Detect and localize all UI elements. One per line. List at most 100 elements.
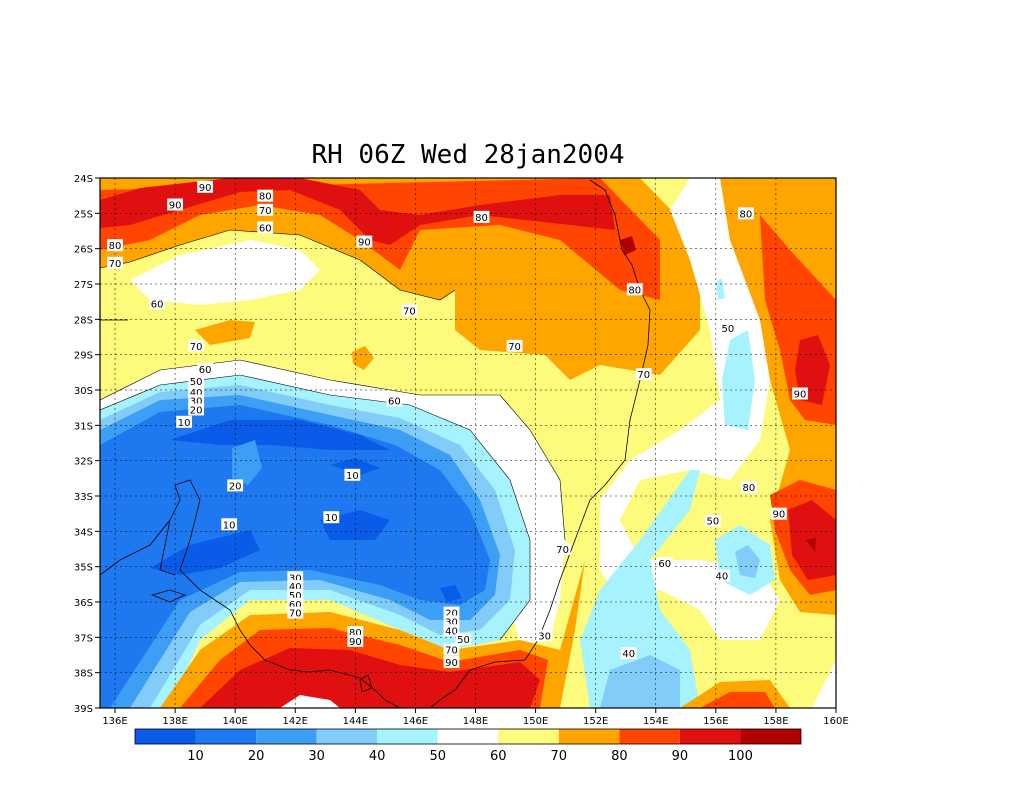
y-tick-label: 28S	[74, 315, 93, 326]
y-tick-label: 35S	[74, 563, 93, 574]
contour-label-bg	[257, 189, 274, 202]
colorbar-swatch	[619, 729, 680, 744]
contour-label-bg	[656, 557, 673, 570]
colorbar-swatch	[679, 729, 741, 744]
colorbar-label: 70	[551, 749, 568, 764]
contour-label-bg	[506, 339, 523, 352]
x-tick-label: 160E	[823, 716, 848, 727]
band-10-20-core	[100, 405, 490, 708]
contour-label-bg	[473, 210, 490, 223]
colorbar-swatch	[135, 729, 196, 744]
coastline-east-australia	[429, 179, 651, 708]
x-tick-label: 144E	[343, 716, 368, 727]
contour-label-bg	[635, 368, 652, 381]
y-tick-label: 37S	[74, 633, 93, 644]
contour-label-bg	[149, 297, 165, 310]
band-30-40-south	[600, 655, 680, 708]
contour-label-bg	[443, 643, 460, 656]
contour-label-bg	[455, 633, 472, 646]
colorbar: 10 20 30 40 50 60 70 80 90 100	[134, 728, 802, 764]
band-50-60-east	[600, 178, 780, 640]
contour-label: 70	[289, 609, 302, 620]
contour-label: 70	[508, 342, 521, 353]
contour-label: 90	[445, 658, 458, 669]
contour-label: 60	[259, 223, 272, 234]
rh-filled-contours	[100, 178, 836, 708]
contour-label-bg	[197, 180, 214, 193]
coastline-kangaroo-island	[150, 589, 187, 603]
contour-label-bg	[626, 283, 643, 296]
contour-label-bg	[443, 624, 460, 637]
x-tick-label: 146E	[403, 716, 428, 727]
contour-label: 60	[658, 559, 671, 570]
contour-label: 80	[743, 483, 756, 494]
colorbar-swatch	[195, 729, 257, 744]
y-tick-label: 26S	[74, 245, 93, 256]
y-tick-label: 31S	[74, 421, 93, 432]
contour-label: 40	[445, 626, 458, 637]
contour-label-bg	[536, 629, 553, 642]
contour-label: 80	[349, 628, 362, 639]
contour-label-bg	[620, 647, 637, 660]
contour-label: 50	[457, 635, 470, 646]
x-tick-label: 154E	[643, 716, 668, 727]
contour-label: 50	[706, 517, 719, 528]
contour-line-70	[100, 229, 456, 301]
contour-label: 10	[178, 418, 191, 429]
contour-label: 40	[190, 388, 203, 399]
latitude-axis: 24S 25S 26S 27S 28S 29S 30S 31S 32S 33S 34S 35S 36S 3…	[74, 174, 100, 715]
contour-label-bg	[167, 198, 184, 211]
contour-label-bg	[188, 403, 205, 416]
contour-label-bg	[740, 481, 757, 494]
y-tick-label: 36S	[74, 598, 93, 609]
contour-label: 30	[190, 397, 203, 408]
contour-label-bg	[554, 543, 571, 555]
band-50-60-nw	[130, 240, 320, 305]
y-tick-label: 33S	[74, 492, 93, 503]
x-tick-label: 142E	[283, 716, 308, 727]
contour-label: 40	[289, 582, 302, 593]
contour-label: 70	[109, 259, 122, 270]
contour-label: 80	[109, 241, 122, 252]
y-tick-label: 34S	[74, 527, 93, 538]
contour-label: 70	[403, 307, 416, 318]
contour-label-bg	[176, 415, 193, 428]
band-0-10-e	[278, 430, 312, 448]
contour-label: 60	[151, 299, 164, 310]
contour-label: 10	[346, 471, 359, 482]
coastline-tasmania-hint	[359, 674, 373, 693]
x-tick-label: 158E	[763, 716, 788, 727]
colorbar-label: 90	[672, 749, 689, 764]
colorbar-swatch	[256, 729, 317, 744]
contour-label-bg	[792, 387, 808, 400]
contour-label: 30	[445, 617, 458, 628]
contour-label-bg	[227, 479, 244, 492]
band-90-100-south	[200, 648, 540, 708]
band-90-100-east	[795, 335, 830, 405]
contour-label: 70	[259, 206, 272, 217]
contour-label-bg	[188, 375, 205, 388]
x-tick-label: 140E	[222, 716, 247, 727]
y-tick-label: 32S	[74, 457, 93, 468]
contour-label: 90	[199, 183, 212, 194]
band-50-60-south-patch	[280, 695, 340, 708]
y-tick-label: 38S	[74, 669, 93, 680]
x-tick-label: 150E	[523, 716, 548, 727]
contour-label: 50	[190, 377, 203, 388]
colorbar-swatch	[498, 729, 559, 744]
contour-label-bg	[221, 518, 238, 531]
contour-label-bg	[771, 507, 787, 520]
contour-label: 50	[289, 591, 302, 602]
contour-label: 80	[475, 213, 488, 224]
contour-label-bg	[401, 304, 418, 317]
band-40-50-east	[722, 330, 755, 430]
contour-line-60	[100, 359, 566, 541]
band-50-60-east-south	[812, 660, 836, 708]
colorbar-frame	[134, 728, 802, 745]
contour-label-bg	[719, 322, 736, 335]
colorbar-label: 100	[728, 749, 753, 764]
band-20-30-blob	[232, 440, 262, 485]
lat-lon-gridlines	[100, 178, 836, 708]
